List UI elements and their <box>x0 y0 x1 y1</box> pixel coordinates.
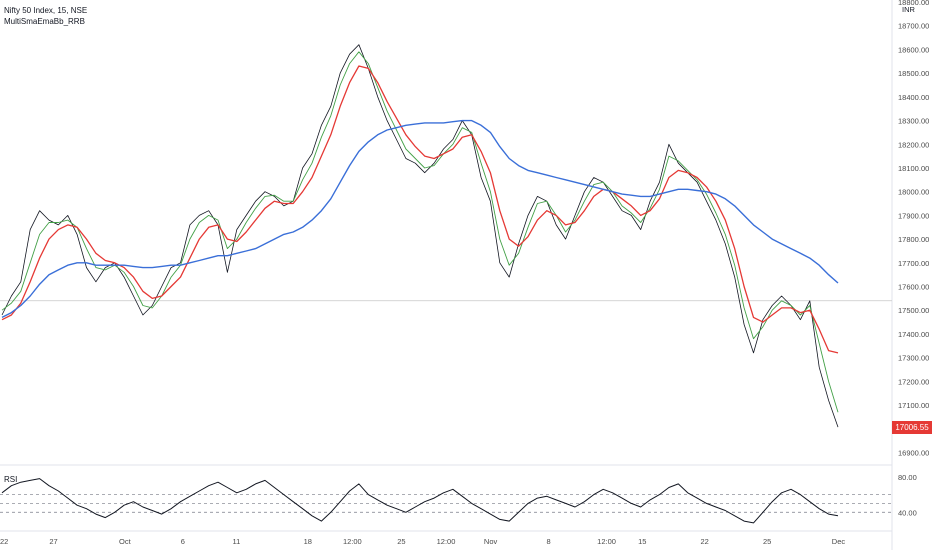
y-tick-label: 17600.00 <box>898 283 929 292</box>
x-tick-label: 6 <box>181 537 185 546</box>
x-tick-label: 12:00 <box>597 537 616 546</box>
y-tick-label: 17100.00 <box>898 401 929 410</box>
y-tick-label: 18200.00 <box>898 140 929 149</box>
x-tick-label: 25 <box>397 537 405 546</box>
y-tick-label: 17200.00 <box>898 377 929 386</box>
x-tick-label: 25 <box>763 537 771 546</box>
x-tick-label: 12:00 <box>343 537 362 546</box>
x-tick-label: Oct <box>119 537 132 546</box>
x-tick-label: Nov <box>484 537 498 546</box>
series-line-slow-ma <box>1 119 839 319</box>
x-tick-label: 12:00 <box>437 537 456 546</box>
x-tick-label: 27 <box>49 537 57 546</box>
x-axis: 22 27 Oct 6 11 18 12:00 25 12:00 Nov 8 12:00 15 22 25 D… <box>0 537 845 546</box>
y-tick-label: 18000.00 <box>898 188 929 197</box>
x-tick-label: 22 <box>701 537 709 546</box>
rsi-tick-label: 40.00 <box>898 508 917 517</box>
chart-title: Nifty 50 Index, 15, NSE <box>4 6 88 15</box>
y-tick-label: 18400.00 <box>898 93 929 102</box>
y-tick-label: 18700.00 <box>898 22 929 31</box>
y-tick-label: 17300.00 <box>898 354 929 363</box>
y-tick-label: 17800.00 <box>898 235 929 244</box>
y-tick-label: 18800.00 <box>898 0 929 7</box>
indicator-name: MultiSmaEmaBb_RRB <box>4 17 85 26</box>
rsi-line <box>1 478 839 524</box>
y-tick-label: 16900.00 <box>898 449 929 458</box>
x-tick-label: 15 <box>638 537 646 546</box>
rsi-panel[interactable]: 80.00 40.00 <box>0 473 917 524</box>
y-tick-label: 18600.00 <box>898 45 929 54</box>
rsi-label: RSI <box>4 475 18 484</box>
rsi-tick-label: 80.00 <box>898 473 917 482</box>
y-tick-label: 17500.00 <box>898 306 929 315</box>
y-axis: 16900.0017000.0017100.0017200.0017300.00… <box>898 0 929 458</box>
series-line-fast-ma <box>1 51 839 413</box>
x-tick-label: Dec <box>832 537 846 546</box>
x-tick-label: 22 <box>0 537 8 546</box>
x-tick-label: 11 <box>232 537 240 546</box>
currency-label: INR <box>902 5 915 14</box>
x-tick-label: 18 <box>304 537 312 546</box>
last-price-tag: 17006.55 <box>892 421 932 435</box>
price-panel[interactable] <box>0 0 893 550</box>
y-tick-label: 17700.00 <box>898 259 929 268</box>
series-line-mid-ma <box>1 65 839 354</box>
x-tick-label: 8 <box>546 537 550 546</box>
y-tick-label: 18300.00 <box>898 117 929 126</box>
y-tick-label: 18500.00 <box>898 69 929 78</box>
y-tick-label: 17900.00 <box>898 211 929 220</box>
y-tick-label: 17400.00 <box>898 330 929 339</box>
y-tick-label: 18100.00 <box>898 164 929 173</box>
series-line-close <box>1 44 839 428</box>
